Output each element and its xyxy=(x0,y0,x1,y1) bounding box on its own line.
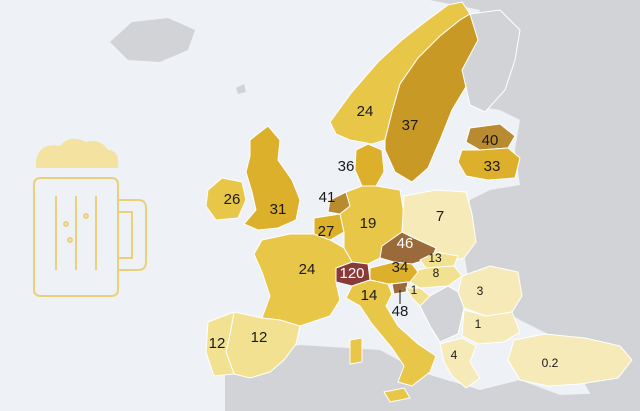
label-latvia: 33 xyxy=(484,158,501,175)
country-united-kingdom[interactable] xyxy=(243,125,301,231)
label-france: 24 xyxy=(299,261,316,278)
country-slovakia[interactable] xyxy=(419,251,459,269)
label-denmark: 36 xyxy=(338,158,355,175)
label-bulgaria: 1 xyxy=(475,317,482,331)
label-czechia: 46 xyxy=(397,235,414,252)
country-greece[interactable] xyxy=(439,337,481,389)
label-ireland: 26 xyxy=(224,191,241,208)
label-slovakia: 13 xyxy=(428,251,442,265)
country-serbia-region[interactable] xyxy=(419,285,465,343)
country-france[interactable] xyxy=(253,233,353,327)
beer-mug-icon xyxy=(33,138,147,297)
country-romania[interactable] xyxy=(457,265,523,317)
label-germany: 19 xyxy=(360,215,377,232)
country-sicily[interactable] xyxy=(383,387,411,403)
country-turkey[interactable] xyxy=(507,333,633,387)
country-italy[interactable] xyxy=(345,279,437,387)
country-belgium[interactable] xyxy=(313,213,345,241)
country-bulgaria[interactable] xyxy=(461,309,521,345)
label-portugal: 12 xyxy=(209,335,226,352)
country-denmark[interactable] xyxy=(354,143,385,187)
label-croatia: 1 xyxy=(411,283,418,297)
label-switzerland: 120 xyxy=(339,265,364,282)
country-sardinia[interactable] xyxy=(349,337,363,365)
label-norway: 24 xyxy=(357,103,374,120)
label-italy: 14 xyxy=(361,287,378,304)
label-netherlands: 41 xyxy=(319,189,336,206)
countries xyxy=(205,1,633,403)
label-united-kingdom: 31 xyxy=(270,201,287,218)
label-belgium: 27 xyxy=(318,223,335,240)
label-sweden: 37 xyxy=(402,117,419,134)
country-portugal[interactable] xyxy=(205,311,235,377)
label-turkey: 0.2 xyxy=(542,356,559,370)
value-labels: 24 37 40 33 36 26 31 41 27 19 7 46 13 8 … xyxy=(209,103,559,370)
country-latvia[interactable] xyxy=(457,147,521,181)
label-spain: 12 xyxy=(251,329,268,346)
label-romania: 3 xyxy=(477,284,484,298)
country-hungary[interactable] xyxy=(409,265,463,289)
country-finland[interactable] xyxy=(461,9,521,113)
label-greece: 4 xyxy=(451,348,458,362)
label-austria: 34 xyxy=(392,259,409,276)
country-slovenia[interactable] xyxy=(391,281,409,295)
label-hungary: 8 xyxy=(433,266,440,280)
label-estonia: 40 xyxy=(482,132,499,149)
label-poland: 7 xyxy=(436,208,444,225)
label-slovenia: 48 xyxy=(392,303,409,320)
country-ireland[interactable] xyxy=(205,177,247,221)
